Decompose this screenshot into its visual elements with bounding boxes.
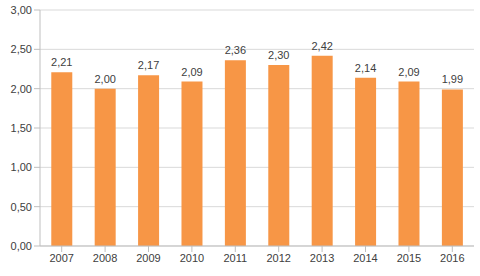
svg-text:1,99: 1,99 (442, 73, 463, 85)
svg-text:2015: 2015 (397, 252, 421, 264)
svg-text:2010: 2010 (180, 252, 204, 264)
svg-text:1,00: 1,00 (11, 161, 32, 173)
svg-text:2013: 2013 (310, 252, 334, 264)
svg-text:2007: 2007 (49, 252, 73, 264)
svg-text:2014: 2014 (353, 252, 377, 264)
svg-text:2,14: 2,14 (355, 62, 376, 74)
svg-text:2,21: 2,21 (51, 56, 72, 68)
svg-text:2,36: 2,36 (225, 44, 246, 56)
svg-text:2,17: 2,17 (138, 59, 159, 71)
svg-text:2,30: 2,30 (268, 49, 289, 61)
svg-text:2,00: 2,00 (94, 73, 115, 85)
svg-text:2016: 2016 (440, 252, 464, 264)
svg-text:2,50: 2,50 (11, 43, 32, 55)
svg-text:2,00: 2,00 (11, 83, 32, 95)
svg-text:1,50: 1,50 (11, 122, 32, 134)
svg-text:0,50: 0,50 (11, 201, 32, 213)
svg-text:0,00: 0,00 (11, 240, 32, 252)
svg-text:2,09: 2,09 (398, 66, 419, 78)
svg-text:2009: 2009 (136, 252, 160, 264)
svg-text:2011: 2011 (223, 252, 247, 264)
svg-text:2,09: 2,09 (181, 66, 202, 78)
svg-text:2008: 2008 (93, 252, 117, 264)
svg-text:2,42: 2,42 (311, 40, 332, 52)
svg-text:3,00: 3,00 (11, 4, 32, 16)
svg-text:2012: 2012 (266, 252, 290, 264)
